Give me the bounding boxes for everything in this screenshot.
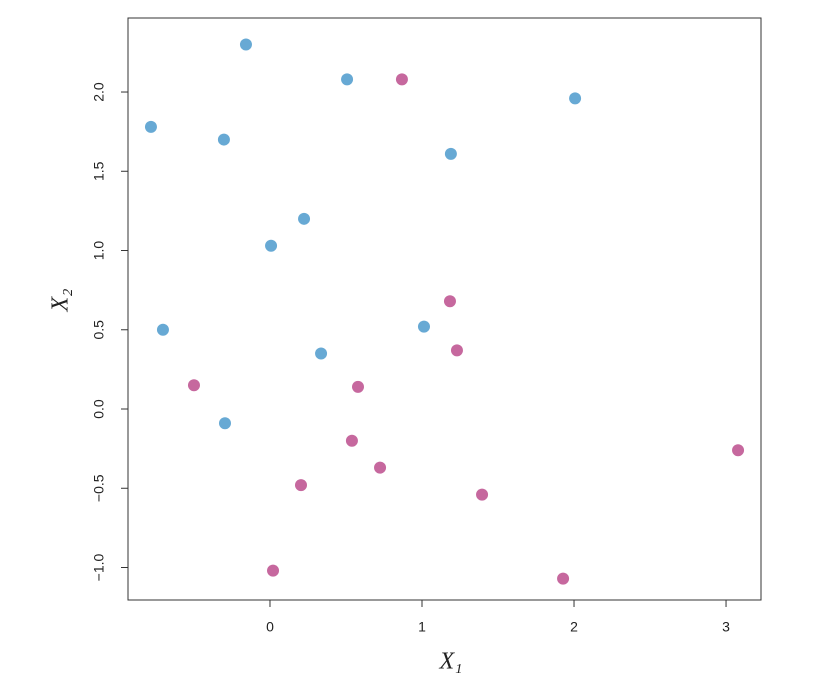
point — [144, 120, 157, 133]
point — [374, 461, 387, 474]
point — [443, 295, 456, 308]
point — [444, 147, 457, 160]
plot-frame — [127, 17, 762, 601]
y-tick-label: −1.0 — [91, 553, 107, 581]
point — [395, 73, 408, 86]
point — [156, 323, 169, 336]
x-tick-label: 1 — [418, 619, 426, 635]
point — [267, 564, 280, 577]
point — [345, 434, 358, 447]
point — [298, 212, 311, 225]
point — [218, 417, 231, 430]
point — [341, 73, 354, 86]
y-tick-label: 2.0 — [91, 82, 107, 102]
y-tick-label: 0.0 — [91, 399, 107, 419]
point — [352, 380, 365, 393]
point — [417, 320, 430, 333]
point — [265, 239, 278, 252]
x-tick-label: 2 — [570, 619, 578, 635]
point — [557, 572, 570, 585]
point — [217, 133, 230, 146]
point — [569, 92, 582, 105]
point — [315, 347, 328, 360]
x-axis-label: X₁ — [438, 649, 462, 675]
point — [732, 444, 745, 457]
point — [187, 379, 200, 392]
y-tick-label: 0.5 — [91, 320, 107, 340]
point — [239, 38, 252, 51]
y-tick-label: −0.5 — [91, 474, 107, 502]
y-tick-label: 1.5 — [91, 161, 107, 181]
point — [294, 479, 307, 492]
point — [450, 344, 463, 357]
x-tick-label: 3 — [722, 619, 730, 635]
x-tick-label: 0 — [266, 619, 274, 635]
y-axis-label: X₂ — [48, 288, 74, 312]
point — [476, 488, 489, 501]
y-tick-label: 1.0 — [91, 241, 107, 261]
